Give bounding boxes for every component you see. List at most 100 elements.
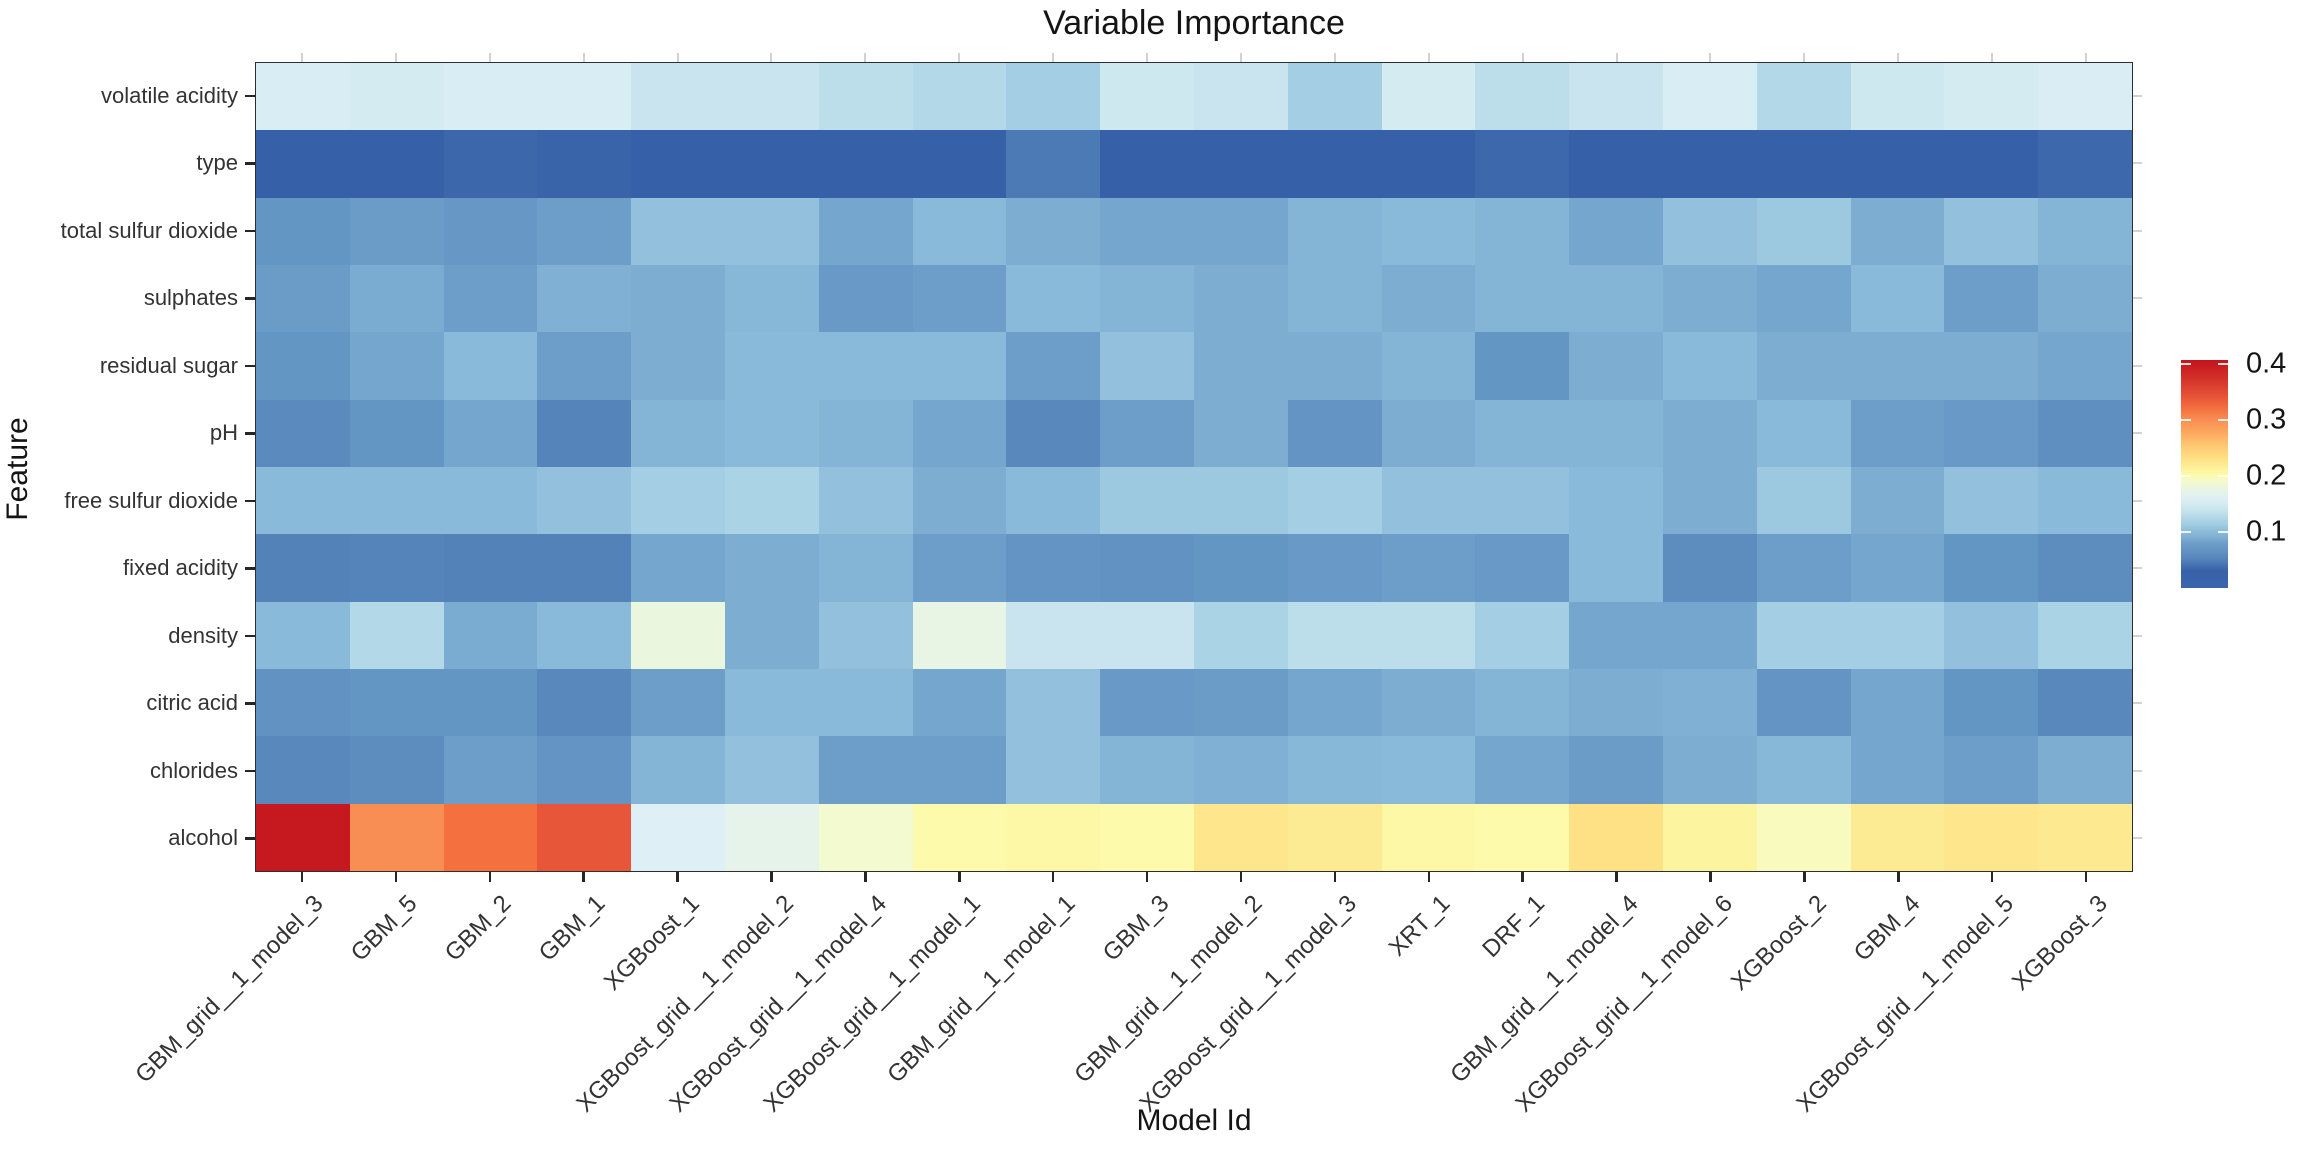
- minor-tick-mark: [300, 53, 303, 62]
- heatmap-cell-citric-acid-DRF_1: [1475, 669, 1570, 737]
- heatmap-cell-total-sulfur-dioxide-XGBoost_grid__1_model_3: [1287, 197, 1382, 265]
- heatmap-cell-residual-sugar-GBM_2: [443, 332, 538, 400]
- heatmap-cell-sulphates-GBM_4: [1850, 265, 1945, 333]
- heatmap-cell-density-XGBoost_grid__1_model_4: [818, 601, 913, 669]
- y-tick-label-pH: pH: [209, 420, 238, 446]
- heatmap-cell-type-XGBoost_3: [2038, 130, 2132, 198]
- heatmap-cell-density-XGBoost_grid__1_model_3: [1287, 601, 1382, 669]
- tick-mark: [958, 872, 961, 882]
- tick-mark: [1897, 872, 1900, 882]
- tick-mark: [245, 702, 255, 705]
- heatmap-cell-fixed-acidity-GBM_4: [1850, 534, 1945, 602]
- heatmap-cell-type-XGBoost_grid__1_model_4: [818, 130, 913, 198]
- y-tick-label-chlorides: chlorides: [149, 757, 238, 783]
- tick-mark: [1239, 872, 1243, 882]
- y-tick-label-density: density: [168, 622, 238, 648]
- heatmap-cell-citric-acid-GBM_grid__1_model_2: [1194, 669, 1288, 737]
- heatmap-cell-alcohol-XGBoost_1: [631, 803, 725, 871]
- heatmap-cell-total-sulfur-dioxide-XGBoost_grid__1_model_1: [912, 197, 1007, 265]
- heatmap-cell-sulphates-GBM_2: [443, 265, 538, 333]
- heatmap-cell-free-sulfur-dioxide-DRF_1: [1475, 467, 1570, 535]
- tick-mark: [245, 634, 255, 637]
- heatmap-cell-free-sulfur-dioxide-GBM_4: [1850, 467, 1945, 535]
- heatmap-cell-fixed-acidity-DRF_1: [1475, 534, 1570, 602]
- heatmap-cell-residual-sugar-GBM_1: [537, 332, 632, 400]
- heatmap-cell-volatile-acidity-GBM_2: [443, 63, 538, 131]
- heatmap-cell-residual-sugar-XGBoost_grid__1_model_1: [912, 332, 1007, 400]
- y-tick-label-sulphates: sulphates: [143, 285, 238, 311]
- minor-tick-mark: [1897, 53, 1900, 62]
- heatmap-cell-pH-XGBoost_grid__1_model_2: [725, 399, 819, 467]
- heatmap-cell-sulphates-XGBoost_grid__1_model_1: [912, 265, 1007, 333]
- heatmap-cell-chlorides-GBM_3: [1100, 736, 1194, 804]
- heatmap-cell-volatile-acidity-GBM_4: [1850, 63, 1945, 131]
- colorbar-tick-dash: [2181, 418, 2191, 421]
- y-tick-label-residual-sugar: residual sugar: [99, 352, 238, 378]
- colorbar-tick-dash: [2181, 474, 2191, 477]
- minor-tick-mark: [2133, 229, 2142, 232]
- heatmap-cell-chlorides-XRT_1: [1381, 736, 1476, 804]
- heatmap-cell-density-XGBoost_grid__1_model_1: [912, 601, 1007, 669]
- heatmap-cell-type-GBM_5: [349, 130, 444, 198]
- heatmap-cell-fixed-acidity-GBM_2: [443, 534, 538, 602]
- heatmap-cell-residual-sugar-GBM_5: [349, 332, 444, 400]
- x-tick-label-GBM_4: GBM_4: [1848, 890, 1926, 967]
- heatmap-cell-chlorides-XGBoost_grid__1_model_2: [725, 736, 819, 804]
- heatmap-cell-citric-acid-XGBoost_grid__1_model_2: [725, 669, 819, 737]
- heatmap-cell-citric-acid-GBM_2: [443, 669, 538, 737]
- heatmap-cell-total-sulfur-dioxide-XGBoost_grid__1_model_4: [818, 197, 913, 265]
- heatmap-cell-pH-GBM_grid__1_model_4: [1569, 399, 1663, 467]
- heatmap-cell-volatile-acidity-GBM_grid__1_model_2: [1194, 63, 1288, 131]
- x-tick-label-GBM_grid__1_model_3: GBM_grid__1_model_3: [130, 890, 330, 1089]
- heatmap-cell-free-sulfur-dioxide-XGBoost_grid__1_model_5: [1944, 467, 2039, 535]
- heatmap-cell-alcohol-XGBoost_grid__1_model_5: [1944, 803, 2039, 871]
- heatmap-cell-sulphates-GBM_grid__1_model_4: [1569, 265, 1663, 333]
- heatmap-cell-sulphates-GBM_5: [349, 265, 444, 333]
- heatmap-cell-chlorides-XGBoost_2: [1756, 736, 1851, 804]
- heatmap-cell-free-sulfur-dioxide-GBM_grid__1_model_4: [1569, 467, 1663, 535]
- heatmap-cell-type-GBM_grid__1_model_2: [1194, 130, 1288, 198]
- minor-tick-mark: [1052, 53, 1055, 62]
- heatmap-cell-volatile-acidity-GBM_grid__1_model_1: [1006, 63, 1101, 131]
- heatmap-cell-type-GBM_2: [443, 130, 538, 198]
- tick-mark: [245, 94, 255, 97]
- plot-area: [255, 62, 2133, 872]
- heatmap-cell-alcohol-GBM_grid__1_model_4: [1569, 803, 1663, 871]
- heatmap-cell-total-sulfur-dioxide-GBM_3: [1100, 197, 1194, 265]
- minor-tick-mark: [582, 53, 585, 62]
- heatmap-cell-residual-sugar-DRF_1: [1475, 332, 1570, 400]
- heatmap-cell-chlorides-XGBoost_grid__1_model_5: [1944, 736, 2039, 804]
- heatmap-cell-pH-GBM_1: [537, 399, 632, 467]
- colorbar-tick-dash: [2218, 474, 2228, 477]
- heatmap-grid: [256, 63, 2132, 871]
- x-tick-label-GBM_5: GBM_5: [346, 890, 423, 967]
- heatmap-cell-type-GBM_1: [537, 130, 632, 198]
- tick-mark: [394, 872, 398, 882]
- heatmap-cell-sulphates-XGBoost_grid__1_model_4: [818, 265, 913, 333]
- heatmap-cell-residual-sugar-GBM_3: [1100, 332, 1194, 400]
- heatmap-cell-free-sulfur-dioxide-GBM_2: [443, 467, 538, 535]
- heatmap-cell-free-sulfur-dioxide-GBM_grid__1_model_1: [1006, 467, 1101, 535]
- y-tick-label-total-sulfur-dioxide: total sulfur dioxide: [60, 217, 238, 243]
- heatmap-cell-citric-acid-XGBoost_grid__1_model_5: [1944, 669, 2039, 737]
- heatmap-cell-volatile-acidity-XGBoost_grid__1_model_6: [1663, 63, 1757, 131]
- heatmap-cell-type-XGBoost_grid__1_model_3: [1287, 130, 1382, 198]
- heatmap-cell-total-sulfur-dioxide-XGBoost_grid__1_model_2: [725, 197, 819, 265]
- heatmap-cell-total-sulfur-dioxide-XGBoost_grid__1_model_6: [1663, 197, 1757, 265]
- minor-tick-mark: [2133, 837, 2142, 840]
- minor-tick-mark: [2133, 162, 2142, 165]
- heatmap-cell-density-GBM_4: [1850, 601, 1945, 669]
- heatmap-cell-residual-sugar-XGBoost_grid__1_model_5: [1944, 332, 2039, 400]
- colorbar-tick-label-0.1: 0.1: [2246, 515, 2287, 548]
- x-tick-label-GBM_2: GBM_2: [440, 890, 517, 967]
- heatmap-cell-fixed-acidity-GBM_1: [537, 534, 632, 602]
- heatmap-cell-residual-sugar-XGBoost_grid__1_model_2: [725, 332, 819, 400]
- heatmap-cell-residual-sugar-XGBoost_grid__1_model_4: [818, 332, 913, 400]
- heatmap-cell-pH-XGBoost_grid__1_model_1: [912, 399, 1007, 467]
- tick-mark: [245, 364, 255, 367]
- heatmap-cell-density-XRT_1: [1381, 601, 1476, 669]
- heatmap-cell-density-GBM_grid__1_model_1: [1006, 601, 1101, 669]
- heatmap-cell-pH-XRT_1: [1381, 399, 1476, 467]
- tick-mark: [245, 162, 255, 165]
